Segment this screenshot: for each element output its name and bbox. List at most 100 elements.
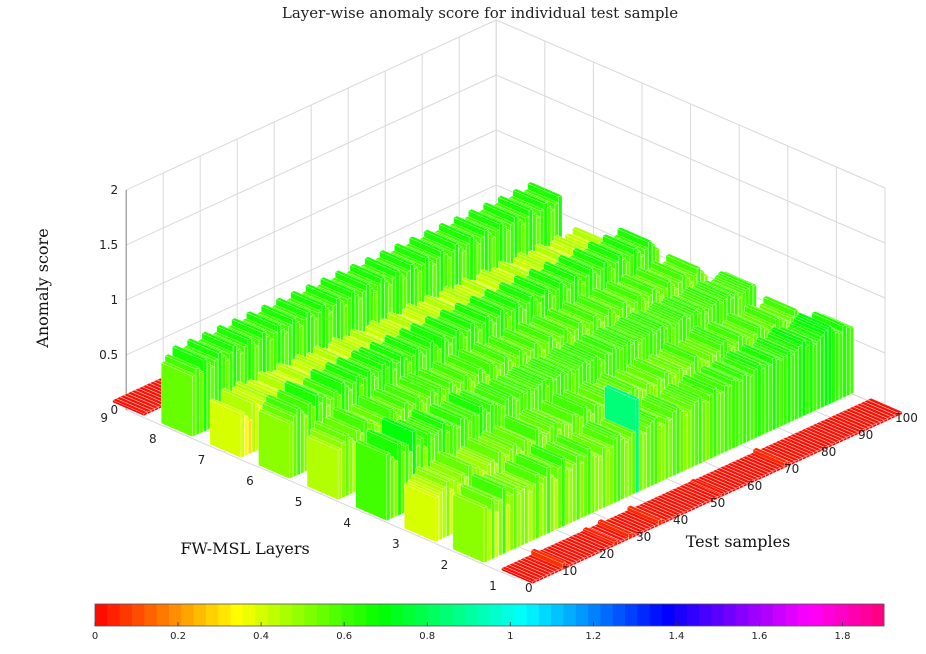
bar-top [530, 548, 566, 564]
bar-top [652, 496, 688, 513]
colorbar-cell [785, 604, 799, 626]
bar [452, 492, 488, 564]
colorbar-cell [366, 604, 379, 626]
bar-top [708, 471, 744, 487]
bar-top [767, 331, 803, 347]
y-tick-label: 7 [198, 453, 206, 467]
bar-top [480, 295, 516, 311]
x-tick-label: 20 [599, 547, 614, 561]
bar-front [296, 407, 301, 476]
bar-front [289, 422, 294, 480]
bar-top [556, 540, 592, 557]
bar-top [227, 325, 263, 341]
bar-top [689, 478, 725, 494]
bar-top [112, 398, 148, 414]
bar-top [693, 371, 729, 387]
wall-grid-line [496, 129, 886, 299]
bar-front [520, 489, 525, 547]
bar-top [160, 361, 197, 377]
z-tick-label: 1.5 [99, 238, 118, 252]
bar-front [513, 486, 518, 550]
bar-top [477, 435, 514, 451]
bar-front [842, 324, 847, 399]
bar-front [846, 326, 851, 397]
bar-top [440, 400, 476, 416]
bar-front [517, 492, 521, 548]
bar-top [499, 335, 535, 352]
bar-top [587, 240, 623, 257]
bar-top [395, 383, 431, 399]
bar-top [497, 195, 533, 211]
bar-front [731, 378, 736, 450]
bar-front [576, 454, 580, 521]
bar-top [774, 440, 811, 456]
bar-top [808, 425, 844, 441]
colorbar-cell [489, 604, 503, 626]
bar-top [867, 398, 903, 414]
bar-top [778, 326, 814, 342]
bar-top [614, 369, 650, 385]
bar-top [573, 301, 609, 318]
bar-top [360, 263, 396, 280]
bar-top [804, 427, 840, 443]
bar-top [645, 500, 681, 516]
bar-front [561, 457, 566, 528]
bar-front [568, 469, 573, 524]
bar-top [424, 315, 460, 331]
bar-top [685, 336, 721, 353]
colorbar-cell [822, 604, 836, 626]
bar-front [765, 363, 769, 434]
bar-front [798, 345, 802, 419]
bar-front [565, 468, 569, 526]
bar-front [657, 423, 662, 484]
bar-front [728, 385, 732, 451]
bar-top [502, 328, 538, 344]
bar-top [543, 261, 579, 277]
bar-front [386, 453, 391, 522]
bar-front [609, 446, 614, 506]
bar-top [848, 406, 885, 422]
bar-top [403, 482, 440, 498]
bar-top [770, 326, 806, 342]
bar-front [739, 379, 743, 446]
colorbar-cell [415, 604, 429, 626]
colorbar-cell [427, 604, 441, 626]
bar-top [598, 241, 634, 257]
bar-top [512, 561, 548, 577]
bar-top [625, 315, 661, 331]
wall-grid-line [496, 19, 886, 189]
bar-top [647, 305, 683, 321]
bar [209, 398, 245, 459]
bar-top [503, 414, 539, 431]
colorbar-cell [341, 604, 355, 626]
bar-front [535, 473, 540, 540]
bar-front [591, 454, 595, 514]
colorbar-cell [181, 604, 195, 626]
bar-top [358, 394, 394, 411]
bar-top [373, 388, 409, 404]
bar-top [464, 216, 500, 232]
bar-front [524, 485, 529, 545]
bar-front [446, 479, 450, 537]
bar-top [523, 189, 559, 205]
bar-top [678, 380, 714, 396]
bar-top [438, 222, 474, 238]
bar-top [529, 408, 565, 424]
bar-top [659, 348, 695, 365]
z-tick-label: 1 [111, 293, 119, 307]
bar-front [438, 492, 443, 541]
bar-top [604, 518, 640, 535]
z-axis-label: Anomaly score [33, 228, 52, 348]
bar-front [531, 483, 536, 541]
bar-top [216, 324, 252, 340]
bar-top [346, 356, 383, 373]
bar-top [526, 453, 562, 469]
bar-top [522, 408, 558, 424]
bar-front [620, 437, 625, 501]
y-tick-label: 2 [441, 558, 449, 572]
colorbar-cell [847, 604, 860, 626]
colorbar-tick-label: 1.2 [585, 631, 601, 642]
bar-front [779, 359, 784, 428]
bar-top [712, 469, 748, 485]
bar-top [782, 437, 818, 453]
